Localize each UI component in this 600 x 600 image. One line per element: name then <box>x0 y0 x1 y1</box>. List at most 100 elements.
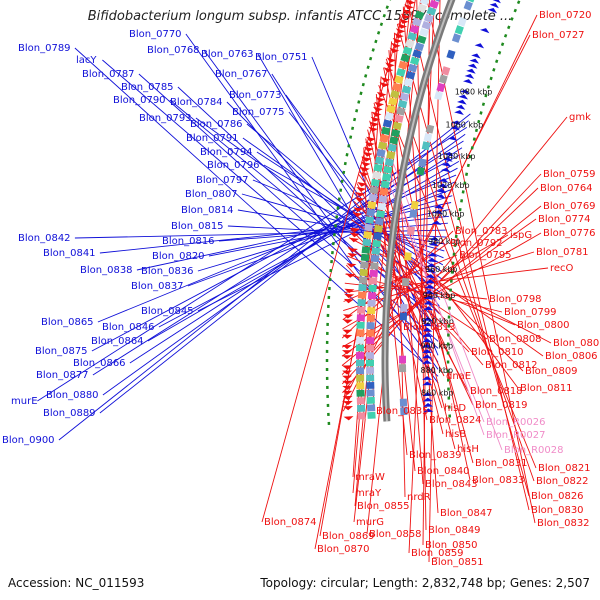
left-gene-label: Blon_0841 <box>43 248 96 259</box>
left-gene-label: Blon_0814 <box>181 205 234 216</box>
kbp-tick-label: 880 kbp <box>420 366 453 375</box>
feature-arrow <box>368 126 378 132</box>
feature-block <box>366 396 375 404</box>
feature-block <box>399 312 408 321</box>
feature-arrow <box>357 182 368 187</box>
feature-arrow <box>342 365 352 370</box>
right-gene-label: Blon_0792 <box>450 238 503 249</box>
kbp-tick-label: 1060 kbp <box>445 120 483 129</box>
feature-block <box>374 224 383 233</box>
feature-arrow <box>383 67 394 73</box>
kbp-tick-label: 1040 kbp <box>438 152 476 161</box>
feature-arrow <box>371 111 382 117</box>
right-gene-label: Blon_0810 <box>471 347 524 358</box>
feature-arrow <box>457 99 467 105</box>
left-gene-label: Blon_0786 <box>190 119 243 130</box>
left-connector-line <box>102 59 439 349</box>
kbp-tick-label: 1080 kbp <box>455 87 493 96</box>
feature-block <box>376 148 386 158</box>
feature-arrow <box>422 376 433 380</box>
feature-block <box>379 134 389 143</box>
feature-block <box>416 166 425 176</box>
feature-block <box>401 277 410 287</box>
feature-block <box>399 398 408 407</box>
feature-arrow <box>342 345 353 350</box>
left-gene-label: Blon_0797 <box>196 175 249 186</box>
feature-block <box>434 0 440 2</box>
right-gene-label: Blon_0776 <box>543 228 596 239</box>
feature-block <box>356 336 365 344</box>
feature-block <box>359 268 368 277</box>
feature-arrow <box>370 116 381 122</box>
feature-block <box>366 314 375 322</box>
left-gene-label: Blon_0796 <box>207 160 260 171</box>
feature-block <box>451 33 461 43</box>
left-connector-line <box>74 229 447 239</box>
feature-arrow <box>458 94 469 100</box>
left-gene-label: Blon_0836 <box>141 266 194 277</box>
feature-block <box>389 136 399 145</box>
feature-block <box>356 359 364 367</box>
feature-block <box>356 352 364 359</box>
feature-arrow <box>471 53 481 59</box>
kbp-tick-label: 860 kbp <box>421 389 454 398</box>
right-gene-label: Blon_0874 <box>264 517 317 528</box>
feature-arrow <box>342 355 352 360</box>
feature-block <box>407 63 418 73</box>
feature-block <box>394 75 404 85</box>
right-gene-label: Blon_0870 <box>317 544 370 555</box>
feature-block <box>421 141 431 151</box>
feature-block <box>419 0 430 6</box>
left-gene-label: Blon_0900 <box>2 435 55 446</box>
left-gene-label: Blon_0816 <box>162 236 215 247</box>
backbone-highlight <box>384 0 453 422</box>
feature-block <box>426 6 437 16</box>
right-gene-label: Blon_0798 <box>489 294 542 305</box>
feature-block <box>378 195 388 204</box>
right-gene-label: Blon_0822 <box>536 476 589 487</box>
right-gene-label: Blon_0830 <box>531 505 584 516</box>
left-gene-label: Blon_0767 <box>215 69 268 80</box>
feature-block <box>394 114 404 123</box>
feature-arrow <box>422 349 432 353</box>
feature-arrow <box>389 47 400 53</box>
right-gene-label: hisB <box>445 429 466 440</box>
feature-block <box>421 20 432 30</box>
feature-block <box>369 186 379 195</box>
feature-arrow <box>352 212 363 217</box>
feature-block <box>400 303 408 312</box>
feature-arrow <box>395 28 406 34</box>
feature-arrow <box>343 406 353 411</box>
right-connector-line <box>351 219 544 357</box>
left-gene-label: Blon_0789 <box>18 43 71 54</box>
left-gene-label: Blon_0880 <box>46 390 99 401</box>
feature-block <box>396 68 406 77</box>
right-gene-label: murG <box>356 517 384 528</box>
kbp-tick-label: 980 kbp <box>428 237 461 246</box>
right-gene-label: recO <box>550 263 574 274</box>
feature-arrow <box>423 300 434 305</box>
feature-arrow <box>406 0 416 5</box>
right-gene-label: hisD <box>444 403 466 414</box>
kbp-tick-label: 920 kbp <box>421 317 454 326</box>
feature-block <box>368 277 378 285</box>
left-connector-line <box>129 147 463 364</box>
kbp-tick-label: 900 kbp <box>420 341 453 350</box>
left-gene-label: Blon_0790 <box>113 95 166 106</box>
feature-arrow <box>392 37 403 44</box>
feature-arrow <box>423 403 434 407</box>
feature-arrow <box>455 104 466 110</box>
left-gene-label: Blon_0842 <box>18 233 71 244</box>
feature-block <box>401 85 412 94</box>
feature-arrow <box>423 306 434 311</box>
feature-block <box>380 180 390 189</box>
feature-block <box>454 25 464 35</box>
right-gene-label: Blon_0720 <box>539 10 592 21</box>
right-gene-label: Blon_0869 <box>322 531 375 542</box>
feature-block <box>387 143 397 152</box>
feature-arrow <box>433 210 444 215</box>
feature-block <box>366 322 375 330</box>
left-gene-label: Blon_0877 <box>36 370 89 381</box>
feature-block <box>377 141 388 150</box>
